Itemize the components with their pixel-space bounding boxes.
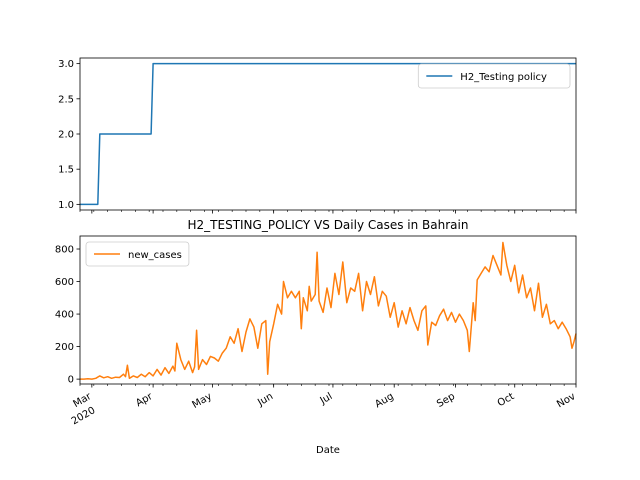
x-tick-label: Jun [255, 391, 275, 409]
series-line-new-cases [80, 241, 577, 380]
series-line-h2-testing-policy [80, 62, 576, 206]
x-tick-year-label: 2020 [70, 405, 98, 427]
legend-label: new_cases [128, 250, 182, 261]
y-tick-label: 1.0 [58, 200, 74, 211]
x-tick-label: Jul [318, 391, 335, 407]
x-tick-label: Sep [435, 391, 457, 410]
x-tick-label: Aug [373, 391, 395, 410]
chart-title: H2_TESTING_POLICY VS Daily Cases in Bahr… [188, 218, 469, 232]
axes-frame [79, 235, 577, 385]
x-tick-label: Apr [134, 391, 155, 410]
y-tick-label: 2.5 [58, 94, 74, 105]
legend-box [417, 63, 571, 89]
y-tick-label: 200 [55, 342, 74, 353]
x-tick-label: Oct [496, 391, 517, 409]
y-tick-label: 3.0 [58, 59, 74, 70]
legend-box [85, 241, 190, 267]
y-tick-label: 2.0 [58, 130, 74, 141]
y-tick-label: 0 [68, 375, 74, 386]
x-tick-label: May [190, 391, 213, 411]
x-tick-label: Nov [555, 391, 577, 410]
legend-label: H2_Testing policy [460, 72, 547, 83]
y-tick-label: 800 [55, 245, 74, 256]
y-tick-label: 1.5 [58, 165, 74, 176]
top-plot-panel: 1.0 1.5 2.0 2.5 3.0 H2_Testing policy [58, 57, 577, 214]
y-tick-label: 400 [55, 310, 74, 321]
x-axis-label: Date [316, 445, 340, 456]
y-tick-label: 600 [55, 277, 74, 288]
